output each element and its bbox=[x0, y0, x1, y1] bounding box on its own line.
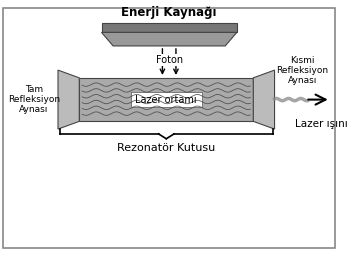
Text: Tam
Refleksiyon
Aynası: Tam Refleksiyon Aynası bbox=[8, 85, 60, 115]
Text: Rezonatör Kutusu: Rezonatör Kutusu bbox=[117, 142, 215, 153]
Polygon shape bbox=[102, 33, 237, 46]
FancyBboxPatch shape bbox=[131, 92, 202, 107]
Text: Foton: Foton bbox=[156, 55, 183, 65]
Text: Lazer ortamı: Lazer ortamı bbox=[135, 94, 197, 105]
Bar bbox=[79, 78, 253, 121]
Text: Kısmi
Refleksiyon
Aynası: Kısmi Refleksiyon Aynası bbox=[276, 56, 329, 85]
Text: Enerji Kaynağı: Enerji Kaynağı bbox=[121, 6, 217, 19]
Bar bbox=[102, 23, 237, 33]
Polygon shape bbox=[253, 70, 274, 129]
Text: Lazer ışını: Lazer ışını bbox=[295, 119, 347, 129]
Polygon shape bbox=[58, 70, 79, 129]
FancyBboxPatch shape bbox=[3, 8, 335, 248]
